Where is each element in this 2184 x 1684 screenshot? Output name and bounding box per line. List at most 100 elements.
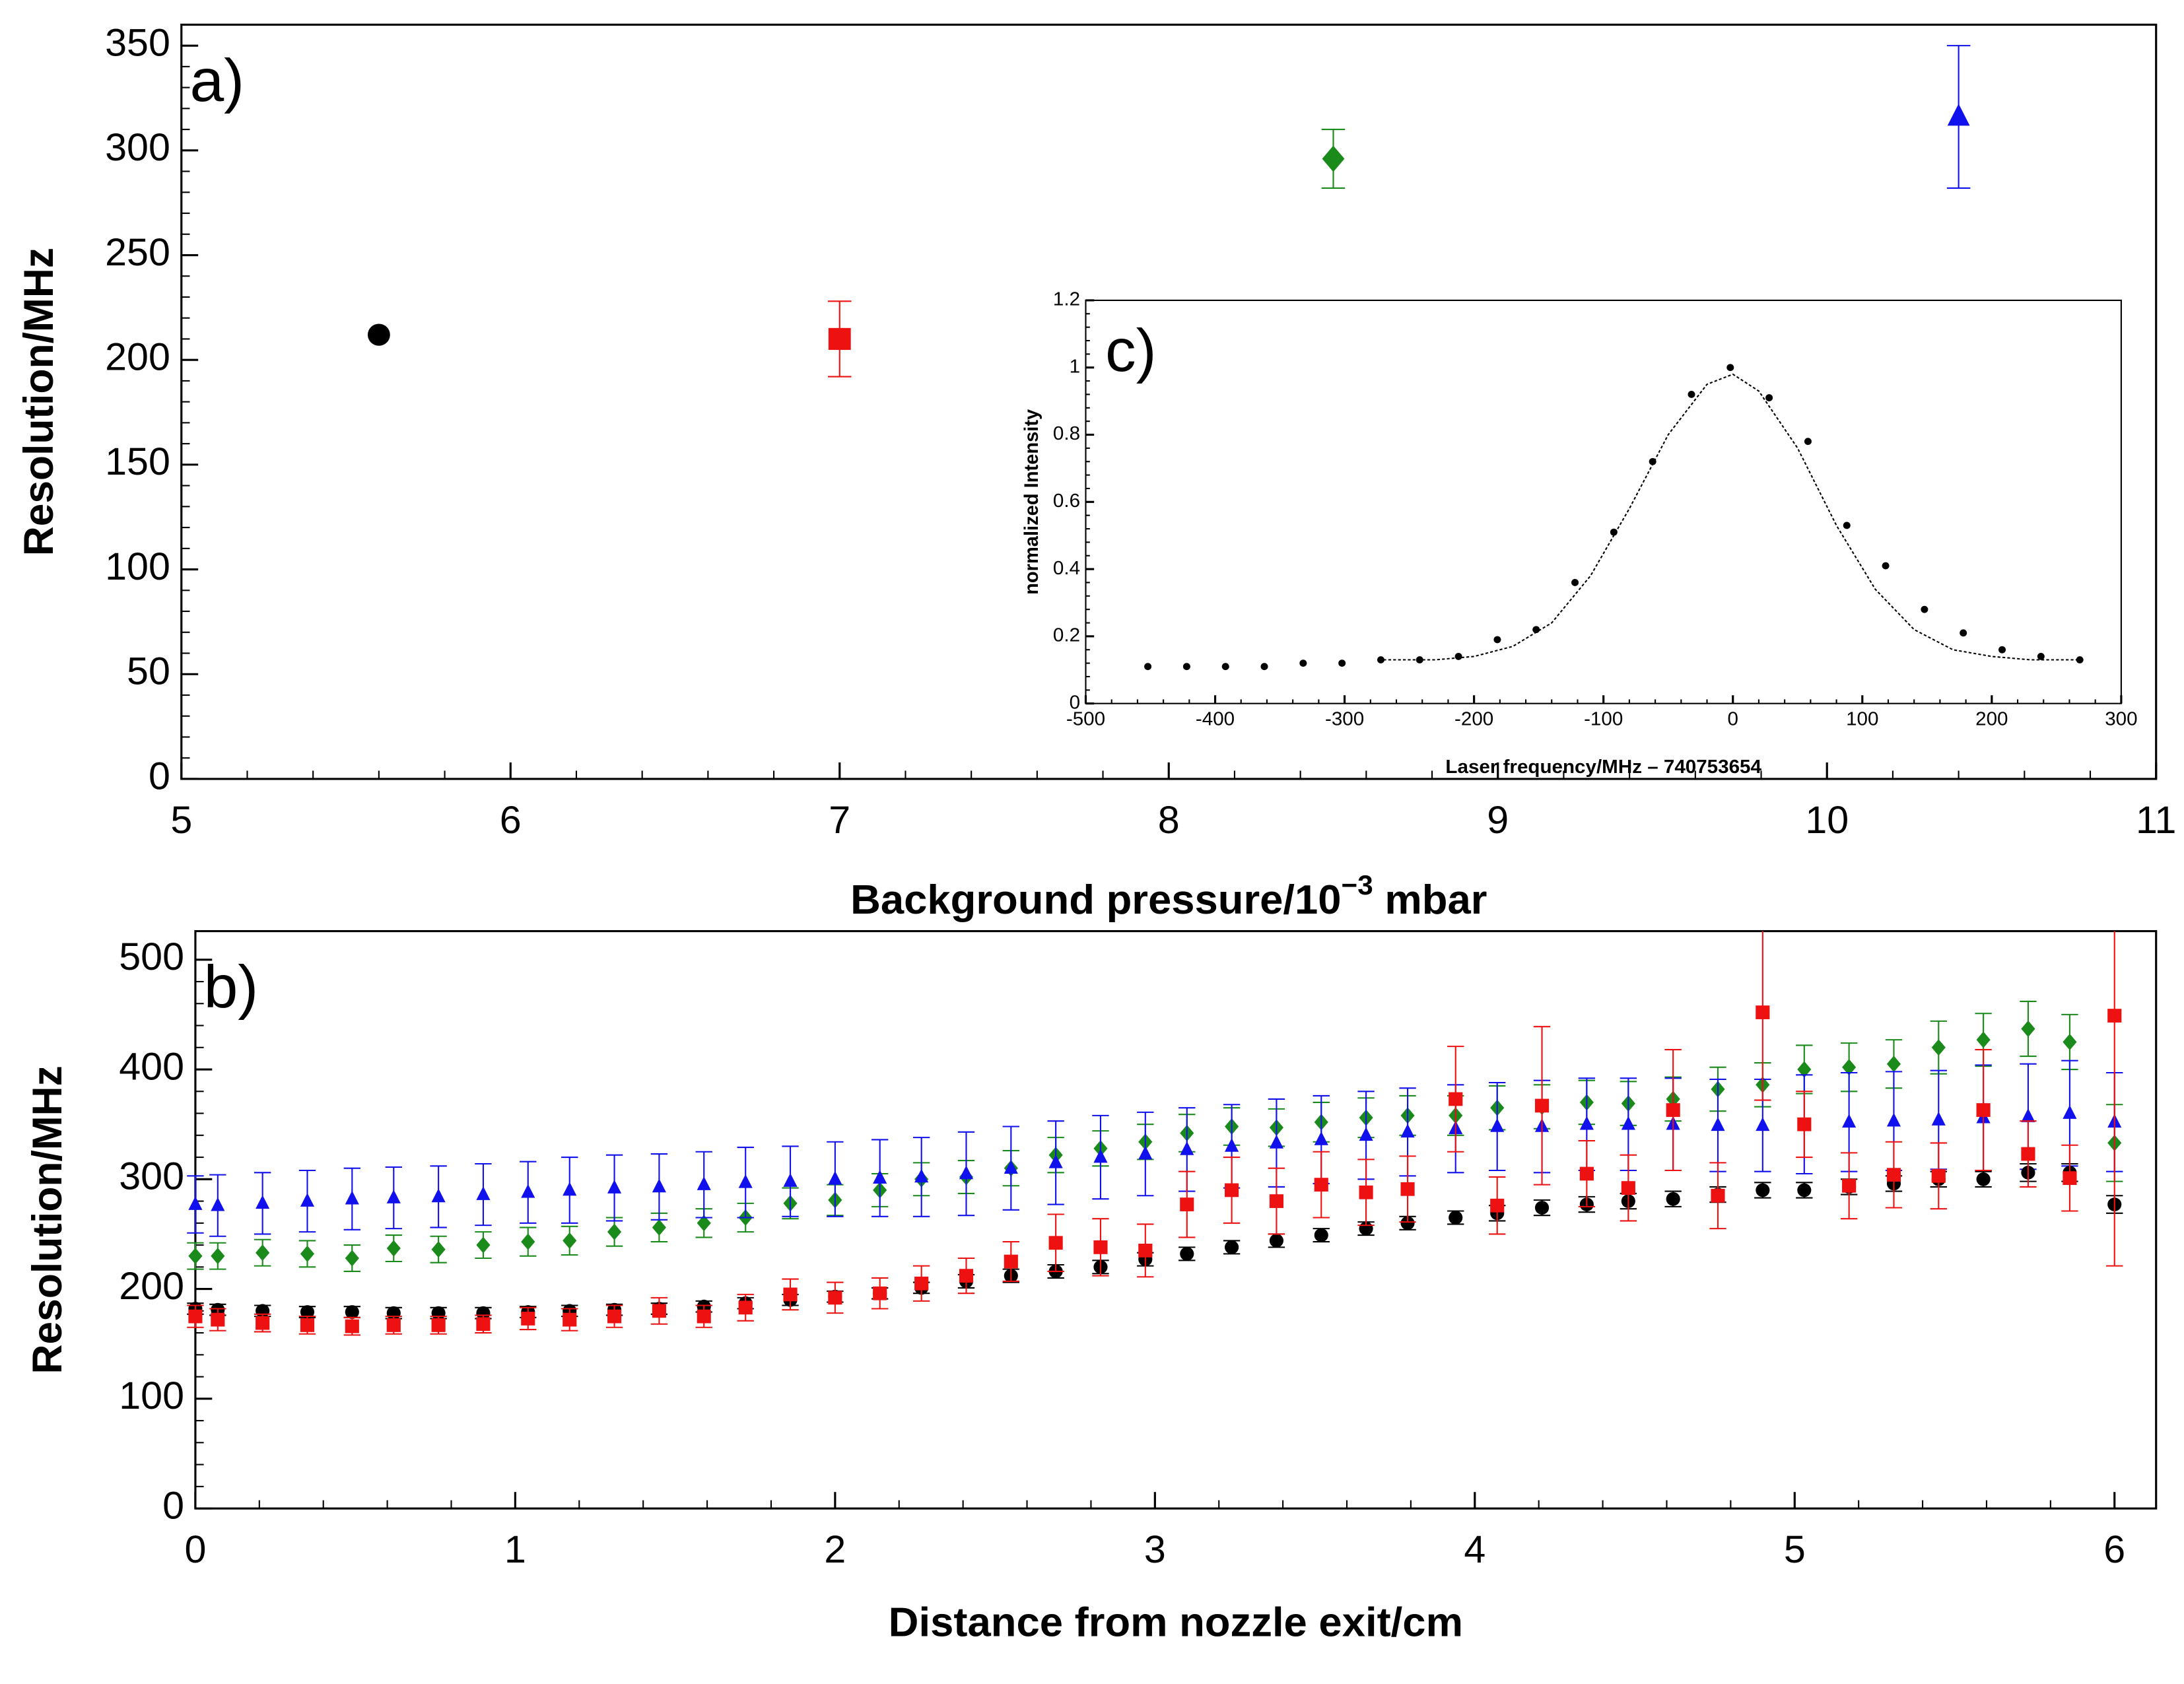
marker — [652, 1219, 666, 1236]
marker — [1449, 1092, 1463, 1106]
x-tick-label: 300 — [2105, 708, 2137, 730]
panel-label: b) — [204, 953, 259, 1021]
x-tick-label: 0 — [184, 1528, 206, 1570]
marker — [1931, 1039, 1946, 1056]
marker — [1960, 629, 1967, 637]
y-tick-label: 0 — [162, 1485, 184, 1527]
marker — [345, 1190, 359, 1205]
marker — [300, 1318, 315, 1332]
marker — [211, 1197, 225, 1211]
x-tick-label: 4 — [1464, 1528, 1485, 1570]
y-tick-label: 200 — [105, 336, 170, 378]
marker — [1182, 663, 1190, 671]
marker — [1314, 1228, 1328, 1242]
marker — [1180, 1246, 1194, 1261]
marker — [1180, 1141, 1194, 1155]
x-tick-label: 6 — [2103, 1528, 2125, 1570]
marker — [1269, 1234, 1284, 1248]
marker — [1138, 1145, 1153, 1160]
marker — [1726, 364, 1734, 372]
marker — [1797, 1183, 1812, 1197]
marker — [1493, 636, 1501, 644]
marker — [2021, 1147, 2035, 1161]
y-tick-label: 0 — [149, 755, 170, 797]
y-tick-label: 150 — [105, 441, 170, 483]
marker — [1314, 1131, 1328, 1145]
marker — [1359, 1127, 1373, 1141]
marker — [1765, 394, 1773, 401]
marker — [1416, 656, 1423, 663]
x-axis-label-part: Background pressure/10 — [850, 877, 1341, 922]
plot-frame — [194, 929, 2158, 1510]
marker — [211, 1248, 225, 1265]
x-axis-label-part: Distance from nozzle exit/cm — [889, 1600, 1463, 1645]
marker — [1322, 145, 1345, 172]
x-tick-label: -400 — [1196, 708, 1235, 730]
marker — [521, 1233, 535, 1250]
marker — [1976, 1103, 1991, 1117]
x-axis-label-part: mbar — [1373, 877, 1487, 922]
marker — [1359, 1185, 1373, 1199]
marker — [1180, 1197, 1194, 1211]
marker — [1797, 1117, 1812, 1131]
y-tick-label: 300 — [105, 127, 170, 169]
marker — [1004, 1160, 1018, 1174]
marker — [1976, 1172, 1991, 1186]
marker — [873, 1170, 887, 1184]
marker — [521, 1312, 535, 1326]
marker — [188, 1309, 203, 1324]
marker — [563, 1182, 577, 1196]
marker — [1931, 1112, 1946, 1126]
marker — [1338, 659, 1346, 667]
marker — [1144, 663, 1152, 671]
marker — [367, 323, 390, 346]
y-tick-label: 0.2 — [1053, 624, 1080, 646]
marker — [345, 1305, 359, 1319]
x-tick-label: 3 — [1144, 1528, 1166, 1570]
marker — [1976, 1031, 1991, 1048]
marker — [1886, 1056, 1901, 1073]
marker — [783, 1287, 798, 1302]
marker — [1225, 1137, 1239, 1152]
x-tick-label: 100 — [1846, 708, 1878, 730]
y-tick-label: 1.2 — [1053, 288, 1080, 310]
marker — [188, 1248, 203, 1265]
marker — [607, 1309, 622, 1324]
marker — [1804, 438, 1812, 446]
marker — [521, 1184, 535, 1198]
marker — [1225, 1240, 1239, 1254]
marker — [1666, 1192, 1680, 1206]
y-tick-label: 200 — [119, 1265, 184, 1307]
marker — [1314, 1178, 1328, 1192]
marker — [697, 1176, 711, 1190]
marker — [1048, 1236, 1063, 1250]
marker — [563, 1312, 577, 1327]
marker — [1004, 1254, 1018, 1269]
marker — [1299, 659, 1307, 667]
y-tick-label: 350 — [105, 22, 170, 64]
x-tick-label: -300 — [1325, 708, 1364, 730]
y-tick-label: 50 — [127, 650, 170, 692]
marker — [1093, 1240, 1108, 1254]
marker — [828, 1170, 842, 1185]
marker — [1449, 1211, 1463, 1225]
marker — [2037, 653, 2045, 660]
x-tick-label: 10 — [1805, 799, 1849, 841]
marker — [2063, 1033, 2077, 1050]
y-tick-label: 1 — [1070, 356, 1080, 378]
panel-label: a) — [189, 47, 244, 114]
marker — [607, 1223, 622, 1240]
marker — [2107, 1009, 2122, 1023]
marker — [1666, 1103, 1680, 1117]
inset-background — [1085, 300, 2121, 704]
marker — [476, 1236, 491, 1254]
y-tick-label: 400 — [119, 1046, 184, 1088]
marker — [1579, 1116, 1594, 1130]
marker — [2063, 1105, 2077, 1119]
marker — [828, 327, 851, 351]
marker — [914, 1168, 929, 1183]
marker — [1490, 1198, 1505, 1213]
marker — [1842, 1114, 1857, 1128]
marker — [1571, 579, 1579, 586]
marker — [828, 1291, 842, 1305]
